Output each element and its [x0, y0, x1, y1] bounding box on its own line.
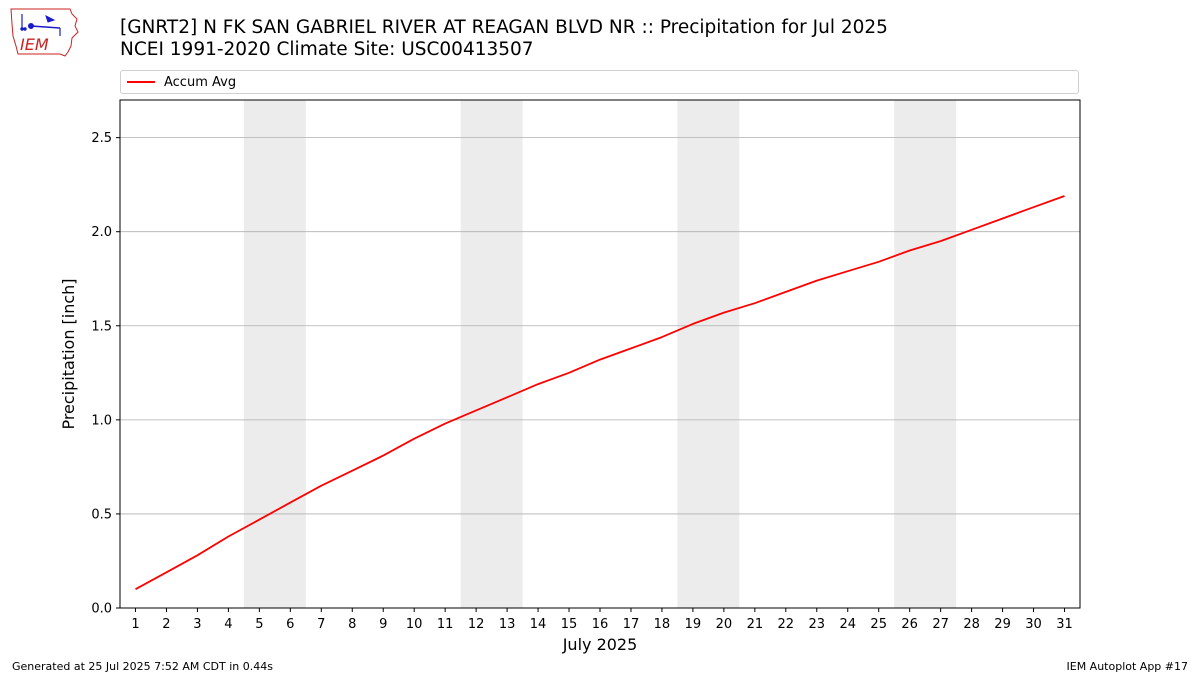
x-tick-label: 19 — [685, 617, 702, 632]
x-tick-label: 15 — [561, 617, 578, 632]
x-tick-label: 18 — [654, 617, 671, 632]
iem-logo: IEM — [10, 8, 79, 57]
x-tick-label: 30 — [1025, 617, 1042, 632]
x-tick-label: 3 — [193, 617, 201, 632]
x-tick-label: 6 — [286, 617, 294, 632]
chart-subtitle: NCEI 1991-2020 Climate Site: USC00413507 — [120, 39, 534, 60]
x-tick-label: 8 — [348, 617, 356, 632]
y-tick-label: 2.5 — [91, 131, 112, 146]
weekend-band — [243, 100, 306, 608]
x-tick-label: 13 — [499, 617, 516, 632]
y-tick-label: 0.5 — [91, 507, 112, 522]
plot-area-frame — [119, 99, 1081, 609]
y-tick-label: 1.0 — [91, 413, 112, 428]
x-tick-label: 20 — [716, 617, 733, 632]
y-tick-label: 1.5 — [91, 319, 112, 334]
x-tick-label: 23 — [809, 617, 826, 632]
x-tick-label: 1 — [131, 617, 139, 632]
y-tick-label: 2.0 — [91, 225, 112, 240]
series-line-accum-avg — [135, 195, 1065, 590]
x-tick-label: 12 — [468, 617, 485, 632]
x-tick-label: 22 — [778, 617, 795, 632]
weekend-band — [894, 100, 957, 608]
x-tick-label: 16 — [592, 617, 609, 632]
x-tick-label: 27 — [932, 617, 949, 632]
legend-swatch-accum-avg — [127, 81, 155, 83]
footer-generated-text: Generated at 25 Jul 2025 7:52 AM CDT in … — [12, 660, 273, 673]
x-tick-label: 5 — [255, 617, 263, 632]
x-tick-label: 11 — [437, 617, 454, 632]
x-tick-label: 26 — [901, 617, 918, 632]
x-tick-label: 21 — [747, 617, 764, 632]
iowa-outline-icon — [10, 8, 79, 57]
y-tick-label: 0.0 — [91, 602, 112, 617]
x-tick-label: 29 — [994, 617, 1011, 632]
x-axis-label: July 2025 — [562, 635, 638, 654]
footer-app-text: IEM Autoplot App #17 — [1066, 660, 1189, 673]
x-tick-label: 9 — [379, 617, 387, 632]
x-tick-label: 14 — [530, 617, 547, 632]
y-axis-label: Precipitation [inch] — [59, 278, 78, 429]
weekend-band — [677, 100, 740, 608]
x-tick-label: 17 — [623, 617, 640, 632]
x-tick-label: 31 — [1056, 617, 1073, 632]
x-tick-label: 28 — [963, 617, 980, 632]
x-tick-label: 2 — [162, 617, 170, 632]
x-tick-label: 4 — [224, 617, 232, 632]
x-tick-label: 7 — [317, 617, 325, 632]
chart-title: [GNRT2] N FK SAN GABRIEL RIVER AT REAGAN… — [120, 17, 888, 38]
logo-text: IEM — [20, 35, 49, 54]
legend-label-accum-avg: Accum Avg — [164, 75, 237, 90]
x-tick-label: 25 — [870, 617, 887, 632]
x-tick-label: 10 — [406, 617, 423, 632]
weather-station-icon — [20, 14, 61, 36]
weekend-band — [460, 100, 523, 608]
chart-legend: Accum Avg — [120, 70, 1079, 94]
x-tick-label: 24 — [839, 617, 856, 632]
